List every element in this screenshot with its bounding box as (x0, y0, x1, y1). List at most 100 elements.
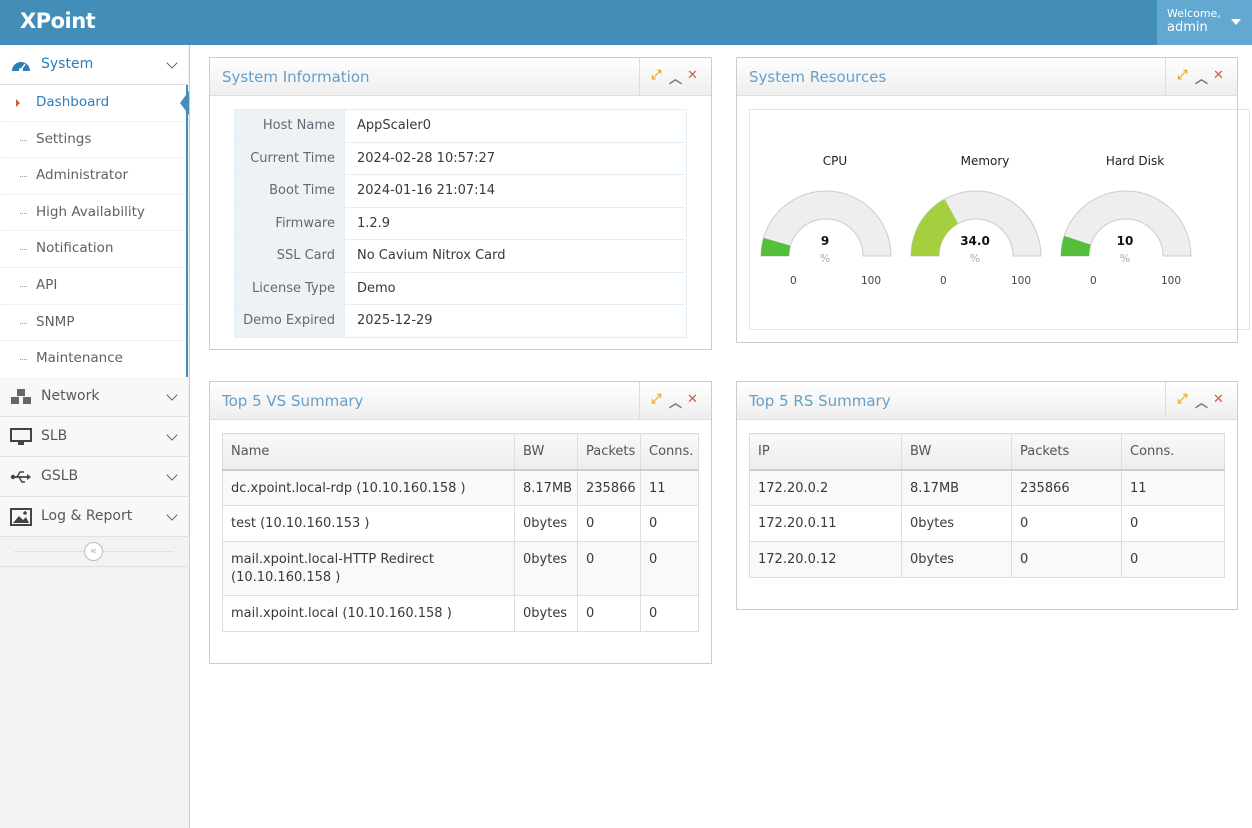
active-indicator (180, 91, 189, 115)
table-cell: 0 (577, 505, 641, 542)
info-value: 2024-01-16 21:07:14 (344, 174, 687, 208)
close-icon[interactable]: ✕ (687, 392, 698, 407)
sidebar-item-network[interactable]: Network (0, 377, 188, 417)
sidebar-item-slb[interactable]: SLB (0, 417, 188, 457)
system-submenu: Dashboard Settings Administrator High Av… (0, 85, 189, 378)
collapse-chevron-up-icon[interactable]: ︿ (669, 72, 683, 87)
table-row[interactable]: dc.xpoint.local-rdp (10.10.160.158 ) 8.1… (222, 469, 699, 506)
info-row: SSL Card No Cavium Nitrox Card (234, 239, 687, 273)
sidebar-item-label: Notification (36, 240, 114, 257)
table-cell: 235866 (577, 469, 641, 506)
table-row[interactable]: mail.xpoint.local-HTTP Redirect (10.10.1… (222, 541, 699, 596)
gauge-dial (760, 190, 892, 257)
expand-icon[interactable]: ⤢ (651, 392, 662, 407)
sidebar-item-label: Log & Report (41, 508, 133, 524)
widget-toolbar: ⤢ ︿ ✕ (1165, 382, 1237, 419)
table-cell: 172.20.0.12 (749, 541, 902, 578)
gauges-container: CPU 9 % 0 100 Memory 34.0 % 0 100 Hard D… (749, 109, 1250, 330)
sidebar-item-dashboard[interactable]: Dashboard (0, 85, 189, 122)
caret-down-icon (1231, 19, 1241, 25)
system-info-table: Host Name AppScaler0 Current Time 2024-02-… (234, 109, 687, 338)
column-header[interactable]: Name (222, 433, 515, 471)
table-cell: 0 (1011, 505, 1122, 542)
table-row[interactable]: 172.20.0.11 0bytes 0 0 (749, 505, 1225, 542)
collapse-chevron-up-icon[interactable]: ︿ (1195, 72, 1209, 87)
top-navbar: XPoint Welcome, admin (0, 0, 1252, 45)
expand-icon[interactable]: ⤢ (1177, 68, 1188, 83)
table-cell: 0 (1121, 541, 1225, 578)
info-value: Demo (344, 271, 687, 305)
widget-title: System Resources (749, 68, 887, 86)
widget-header: System Information ⤢ ︿ ✕ (210, 58, 711, 96)
widget-toolbar: ⤢ ︿ ✕ (639, 58, 711, 95)
user-menu[interactable]: Welcome, admin (1157, 0, 1252, 45)
collapse-chevron-up-icon[interactable]: ︿ (669, 396, 683, 411)
network-cubes-icon (11, 389, 31, 404)
gauge-fill (761, 237, 791, 256)
column-header[interactable]: Conns. (1121, 433, 1225, 471)
sidebar-item-administrator[interactable]: Administrator (0, 158, 186, 195)
sidebar-item-maintenance[interactable]: Maintenance (0, 341, 186, 378)
info-key: Demo Expired (234, 304, 345, 338)
sidebar-item-system[interactable]: System (0, 45, 188, 85)
gauge-unit: % (969, 252, 981, 265)
info-row: Demo Expired 2025-12-29 (234, 304, 687, 338)
column-header[interactable]: BW (514, 433, 578, 471)
sidebar-item-high-availability[interactable]: High Availability (0, 195, 186, 232)
table-cell: 0bytes (514, 595, 578, 632)
info-key: SSL Card (234, 239, 345, 273)
sidebar-item-label: Settings (36, 130, 92, 147)
sidebar-item-notification[interactable]: Notification (0, 231, 186, 268)
sidebar-item-settings[interactable]: Settings (0, 122, 186, 159)
column-header[interactable]: IP (749, 433, 902, 471)
widget-title: Top 5 VS Summary (222, 392, 364, 410)
gauge-dial (910, 190, 1042, 257)
table-cell: 8.17MB (901, 469, 1012, 506)
table-row[interactable]: mail.xpoint.local (10.10.160.158 ) 0byte… (222, 595, 699, 632)
usb-icon (10, 471, 31, 483)
user-name: admin (1167, 20, 1208, 35)
collapse-sidebar-button[interactable]: « (84, 542, 103, 561)
column-header[interactable]: BW (901, 433, 1012, 471)
sidebar-item-gslb[interactable]: GSLB (0, 457, 188, 497)
column-header[interactable]: Packets (577, 433, 641, 471)
table-cell: 0bytes (514, 541, 578, 596)
info-value: 2024-02-28 10:57:27 (344, 141, 687, 175)
table-cell: 172.20.0.2 (749, 469, 902, 506)
table-cell: mail.xpoint.local-HTTP Redirect (10.10.1… (222, 541, 515, 596)
info-key: Firmware (234, 206, 345, 240)
close-icon[interactable]: ✕ (1213, 68, 1224, 83)
chevron-down-icon (166, 389, 178, 401)
close-icon[interactable]: ✕ (687, 68, 698, 83)
table-row[interactable]: 172.20.0.2 8.17MB 235866 11 (749, 469, 1225, 506)
info-row: Firmware 1.2.9 (234, 206, 687, 240)
table-cell: 0 (640, 595, 699, 632)
column-header[interactable]: Conns. (640, 433, 699, 471)
system-information-widget: System Information ⤢ ︿ ✕ Host Name AppSca… (209, 57, 712, 350)
vs-summary-table: Name BW Packets Conns. dc.xpoint.local-r… (222, 433, 699, 632)
app-logo[interactable]: XPoint (20, 9, 96, 33)
sidebar-collapse-bar: « (0, 537, 188, 567)
gauge-dial (1060, 190, 1192, 257)
widget-header: Top 5 VS Summary ⤢ ︿ ✕ (210, 382, 711, 420)
cpu-gauge: CPU 9 % 0 100 (760, 110, 910, 300)
table-row[interactable]: test (10.10.160.153 ) 0bytes 0 0 (222, 505, 699, 542)
monitor-icon (10, 428, 32, 445)
table-header-row: Name BW Packets Conns. (222, 433, 699, 471)
gauge-label: Memory (960, 154, 1010, 168)
info-row: Current Time 2024-02-28 10:57:27 (234, 141, 687, 175)
table-row[interactable]: 172.20.0.12 0bytes 0 0 (749, 541, 1225, 578)
chevron-down-icon (166, 509, 178, 521)
collapse-chevron-up-icon[interactable]: ︿ (1195, 396, 1209, 411)
expand-icon[interactable]: ⤢ (1177, 392, 1188, 407)
sidebar-item-log-report[interactable]: Log & Report (0, 497, 188, 537)
column-header[interactable]: Packets (1011, 433, 1122, 471)
expand-icon[interactable]: ⤢ (651, 68, 662, 83)
table-cell: 0 (577, 595, 641, 632)
sidebar-item-snmp[interactable]: SNMP (0, 305, 186, 342)
sidebar-item-api[interactable]: API (0, 268, 186, 305)
gauge-min: 0 (1090, 275, 1097, 287)
close-icon[interactable]: ✕ (1213, 392, 1224, 407)
info-key: Host Name (234, 109, 345, 143)
info-key: Boot Time (234, 174, 345, 208)
